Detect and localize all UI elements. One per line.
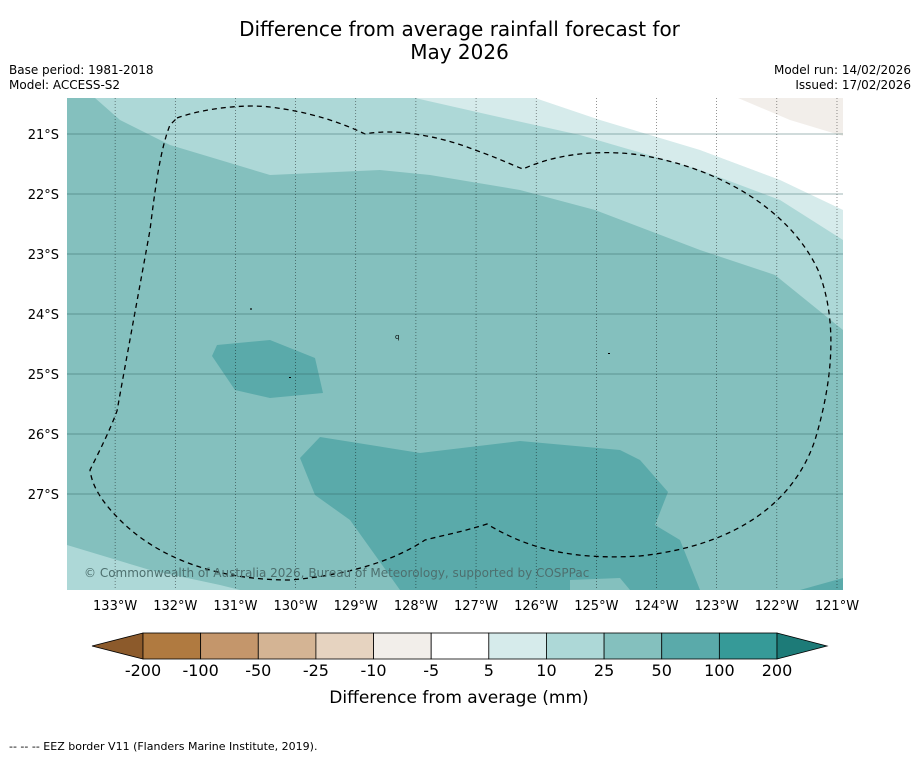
colorbar-tick-label: -25: [303, 661, 329, 680]
eez-legend-note: -- -- -- EEZ border V11 (Flanders Marine…: [9, 740, 318, 753]
lon-tick-label: 128°W: [394, 599, 438, 614]
lat-tick-label: 27°S: [28, 488, 59, 503]
lat-tick-label: 21°S: [28, 128, 59, 143]
colorbar-tick-label: -5: [423, 661, 439, 680]
eez-border: [89, 105, 832, 581]
lon-tick-label: 123°W: [695, 599, 739, 614]
colorbar-tick-label: -10: [360, 661, 386, 680]
lat-tick-labels: 21°S 22°S 23°S 24°S 25°S 26°S 27°S: [28, 128, 59, 503]
rain-field-10-25-sw: [67, 545, 240, 590]
lon-tick-labels: 133°W 132°W 131°W 130°W 129°W 128°W 127°W 126°W…: [93, 599, 859, 614]
model-run: Model run: 14/02/2026: [773, 63, 911, 77]
rain-field-50-100-corner: [800, 578, 843, 590]
svg-text:q: q: [395, 333, 399, 341]
issued-date: Issued: 17/02/2026: [795, 78, 911, 92]
colorbar-segment: [430, 632, 490, 660]
colorbar-tick-label: 5: [484, 661, 494, 680]
colorbar-segment: [661, 632, 720, 660]
colorbar: -200 -100 -50 -25 -10 -5 5 10 25 50 100 200: [91, 632, 829, 680]
map-title-line1: Difference from average rainfall forecas…: [239, 17, 680, 41]
map-plot-area: q © Commonwealth of Australia 2026, Bure…: [67, 98, 843, 590]
meta-right: Model run: 14/02/2026 Issued: 17/02/2026: [774, 63, 911, 93]
colorbar-tick-label: 10: [536, 661, 556, 680]
lon-tick-label: 129°W: [334, 599, 378, 614]
lat-tick-label: 26°S: [28, 428, 59, 443]
colorbar-tick-label: -200: [125, 661, 161, 680]
colorbar-segment: [200, 632, 259, 660]
colorbar-segment: [315, 632, 374, 660]
map-title: Difference from average rainfall forecas…: [0, 18, 919, 64]
rain-field-50-100-south: [300, 437, 700, 590]
lat-tick-label: 23°S: [28, 248, 59, 263]
colorbar-segment: [142, 632, 202, 660]
lat-tick-label: 24°S: [28, 308, 59, 323]
lon-tick-label: 124°W: [634, 599, 678, 614]
colorbar-segment: [488, 632, 547, 660]
lon-tick-label: 131°W: [213, 599, 257, 614]
rain-field-50-100-west: [212, 340, 323, 398]
colorbar-segment: [603, 632, 663, 660]
colorbar-segment: [546, 632, 605, 660]
lon-tick-label: 121°W: [815, 599, 859, 614]
lon-tick-label: 130°W: [274, 599, 318, 614]
lon-tick-label: 122°W: [755, 599, 799, 614]
lon-tick-label: 126°W: [514, 599, 558, 614]
lon-tick-label: 127°W: [454, 599, 498, 614]
colorbar-label: Difference from average (mm): [329, 688, 588, 708]
colorbar-tick-label: 100: [704, 661, 735, 680]
lat-tick-label: 25°S: [28, 368, 59, 383]
lat-tick-label: 22°S: [28, 188, 59, 203]
lon-tick-label: 132°W: [153, 599, 197, 614]
colorbar-tick-label: 25: [594, 661, 614, 680]
base-period: Base period: 1981-2018: [9, 63, 154, 77]
rain-field-minus10-minus5: [738, 98, 843, 136]
colorbar-segment: [718, 632, 778, 660]
colorbar-tick-label: -50: [245, 661, 271, 680]
rain-field-25-50-south-patch: [570, 578, 630, 590]
colorbar-tick-label: 50: [652, 661, 672, 680]
meta-left: Base period: 1981-2018 Model: ACCESS-S2: [9, 63, 154, 93]
lon-tick-label: 133°W: [93, 599, 137, 614]
grid-lines: [67, 98, 843, 590]
colorbar-segment: [257, 632, 317, 660]
colorbar-high-extend: [776, 632, 829, 660]
colorbar-tick-label: 200: [762, 661, 793, 680]
copyright-text: © Commonwealth of Australia 2026, Bureau…: [84, 566, 589, 580]
lon-tick-label: 125°W: [574, 599, 618, 614]
rain-field-minus5-5: [535, 98, 843, 210]
colorbar-segment: [373, 632, 432, 660]
colorbar-tick-label: -100: [182, 661, 218, 680]
small-features: q: [250, 308, 610, 378]
model-name: Model: ACCESS-S2: [9, 78, 121, 92]
map-title-line2: May 2026: [410, 40, 509, 64]
colorbar-low-extend: [91, 632, 144, 660]
